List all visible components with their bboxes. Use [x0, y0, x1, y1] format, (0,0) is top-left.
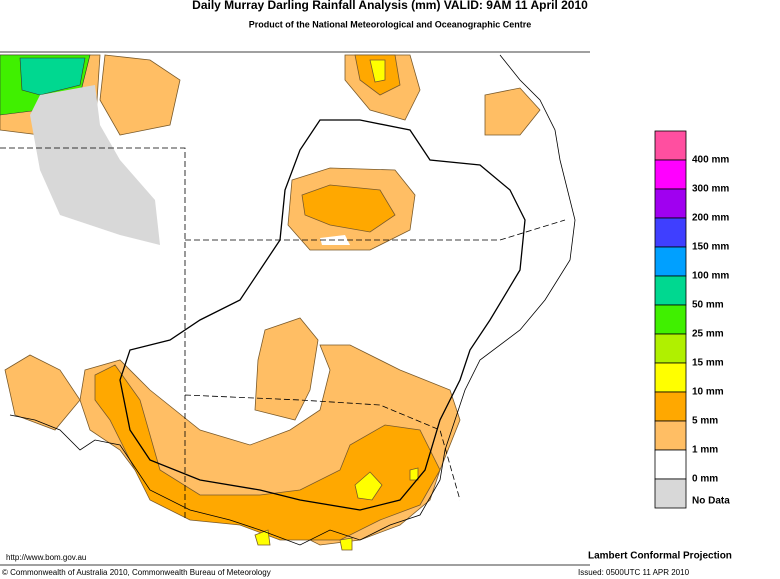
- legend-swatch: [654, 217, 687, 248]
- legend-label: 100 mm: [692, 271, 729, 282]
- subtitle: Product of the National Meteorological a…: [249, 19, 532, 29]
- legend-label: 400 mm: [692, 155, 729, 166]
- legend-swatch: [654, 362, 687, 393]
- legend-label: 15 mm: [692, 358, 724, 369]
- legend-swatch: [654, 478, 687, 509]
- legend-label: 5 mm: [692, 416, 718, 427]
- legend-label: No Data: [692, 496, 730, 507]
- legend-label: 300 mm: [692, 184, 729, 195]
- legend-swatch: [654, 159, 687, 190]
- legend-label: 50 mm: [692, 300, 724, 311]
- title: Daily Murray Darling Rainfall Analysis (…: [192, 0, 588, 12]
- legend-swatch: [654, 304, 687, 335]
- map: [0, 51, 590, 566]
- legend-swatch: [654, 188, 687, 219]
- legend-label: 200 mm: [692, 213, 729, 224]
- legend-label: 150 mm: [692, 242, 729, 253]
- legend: 400 mm 300 mm 200 mm 150 mm 100 mm 50 mm 25 mm…: [654, 130, 730, 509]
- legend-swatch: [654, 246, 687, 277]
- copyright: © Commonwealth of Australia 2010, Common…: [2, 568, 271, 577]
- legend-swatch: [654, 420, 687, 451]
- legend-label: 1 mm: [692, 445, 718, 456]
- issued: Issued: 0500UTC 11 APR 2010: [578, 568, 690, 577]
- url: http://www.bom.gov.au: [6, 553, 86, 562]
- legend-label: 0 mm: [692, 474, 718, 485]
- legend-swatch: [654, 391, 687, 422]
- legend-swatch: [654, 333, 687, 364]
- legend-swatch: [654, 275, 687, 306]
- projection: Lambert Conformal Projection: [588, 551, 732, 562]
- legend-swatch: [654, 130, 687, 161]
- legend-swatch: [654, 449, 687, 480]
- legend-label: 25 mm: [692, 329, 724, 340]
- legend-label: 10 mm: [692, 387, 724, 398]
